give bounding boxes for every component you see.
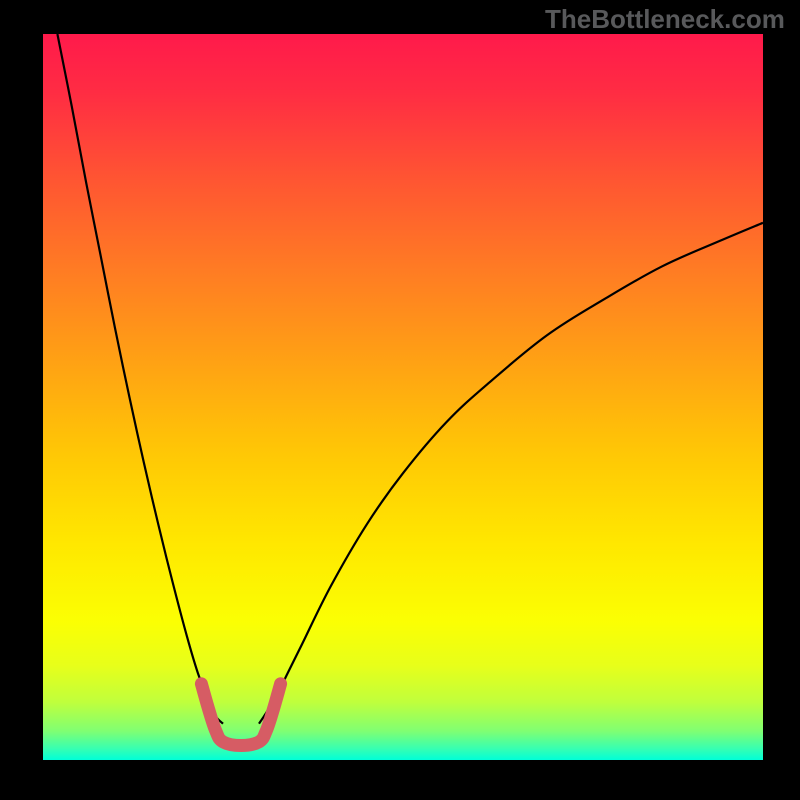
- chart-background: [43, 34, 763, 760]
- watermark-text: TheBottleneck.com: [545, 4, 785, 35]
- chart-plot-area: [43, 34, 763, 760]
- chart-svg: [43, 34, 763, 760]
